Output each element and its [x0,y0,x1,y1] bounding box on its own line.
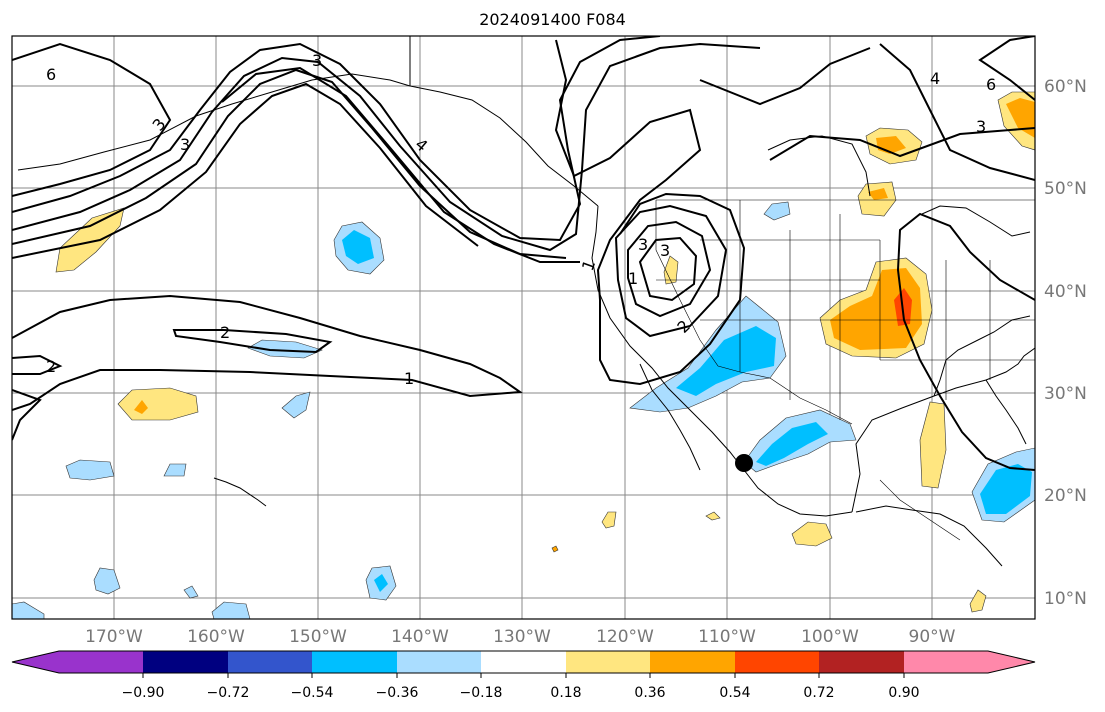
contour-label: 3 [660,241,670,260]
anomaly-patch [676,326,776,396]
contour-label: 2 [220,323,230,342]
colorbar [11,650,1036,678]
colorbar-segment [143,651,229,673]
anomaly-patch [663,255,679,285]
contour-label: 3 [180,135,190,154]
anomaly-patch [281,391,311,419]
colorbar-tick-label: −0.72 [207,685,250,701]
anomaly-patch [12,601,45,619]
anomaly-patch [830,268,922,350]
negative-anomaly-fills [12,201,1035,619]
colorbar-ticks: −0.90 −0.72 −0.54 −0.36 −0.18 0.18 0.36 … [122,685,920,701]
borders [655,199,1035,541]
lat-label: 20°N [1044,486,1087,506]
anomaly-patch [65,459,115,481]
anomaly-patch [93,567,121,595]
lon-label: 170°W [85,627,143,647]
colorbar-tick-label: −0.18 [460,685,503,701]
map-title: 2024091400 F084 [479,10,626,29]
anomaly-patch [374,574,388,592]
colorbar-segment [228,651,313,673]
lat-label: 40°N [1044,282,1087,302]
lat-label: 10°N [1044,589,1087,609]
anomaly-patch [756,422,828,466]
colorbar-segment [312,651,398,673]
contour-label: 3 [312,51,322,70]
lon-label: 140°W [391,627,449,647]
contour-label: 3 [638,235,648,254]
anomaly-patch [601,511,617,529]
map-frame [11,35,1036,620]
anomaly-patch [342,230,374,264]
anomaly-patch [969,589,987,613]
colorbar-segment [481,651,567,673]
anomaly-patch [791,521,833,547]
contour-label: 1 [628,269,638,288]
colorbar-tick-label: 0.36 [634,685,665,701]
anomaly-patch [247,339,323,359]
anomaly-patch [55,207,125,273]
lon-label: 120°W [596,627,654,647]
colorbar-segment [735,651,820,673]
longitude-axis: 170°W 160°W 150°W 140°W 130°W 120°W 110°… [85,627,956,647]
lon-label: 90°W [909,627,956,647]
contour-lines [12,36,1035,471]
colorbar-extend-high [988,651,1035,673]
coastlines [17,36,1035,567]
anomaly-patch [211,601,251,619]
anomaly-patch [163,463,187,477]
colorbar-segment [904,651,988,673]
colorbar-segment [566,651,651,673]
contour-label: 6 [986,75,996,94]
anomaly-patch [980,464,1032,514]
anomaly-patch [551,545,559,553]
anomaly-patch [705,511,721,521]
lon-label: 100°W [801,627,859,647]
colorbar-segment [650,651,736,673]
colorbar-tick-label: 0.18 [550,685,581,701]
colorbar-segment [819,651,905,673]
colorbar-tick-label: −0.36 [376,685,419,701]
contour-label: 6 [46,65,56,84]
colorbar-tick-label: 0.90 [888,685,919,701]
colorbar-segment [397,651,482,673]
colorbar-extend-low [12,651,59,673]
lon-label: 160°W [187,627,245,647]
colorbar-tick-label: 0.72 [803,685,834,701]
lat-label: 30°N [1044,384,1087,404]
contour-label: 2 [46,357,56,376]
colorbar-tick-label: −0.54 [291,685,334,701]
colorbar-tick-label: −0.90 [122,685,165,701]
anomaly-patch [919,401,947,489]
contour-label: 4 [930,69,940,88]
lon-label: 130°W [493,627,551,647]
contour-label: 3 [976,117,986,136]
latitude-axis: 60°N 50°N 40°N 30°N 20°N 10°N [1044,77,1087,609]
lat-label: 50°N [1044,179,1087,199]
anomaly-patch [183,585,199,599]
colorbar-tick-label: 0.54 [719,685,750,701]
lon-label: 110°W [698,627,756,647]
anomaly-patch [763,201,791,221]
anomaly-patch [868,188,888,200]
positive-anomaly-fills [55,91,1035,613]
anomaly-patch [134,400,148,414]
anomaly-patch [117,387,199,421]
colorbar-outline [11,650,1036,674]
colorbar-segment [59,651,144,673]
location-marker [735,454,753,472]
lon-label: 150°W [289,627,347,647]
lat-label: 60°N [1044,77,1087,97]
contour-label: 1 [404,369,414,388]
